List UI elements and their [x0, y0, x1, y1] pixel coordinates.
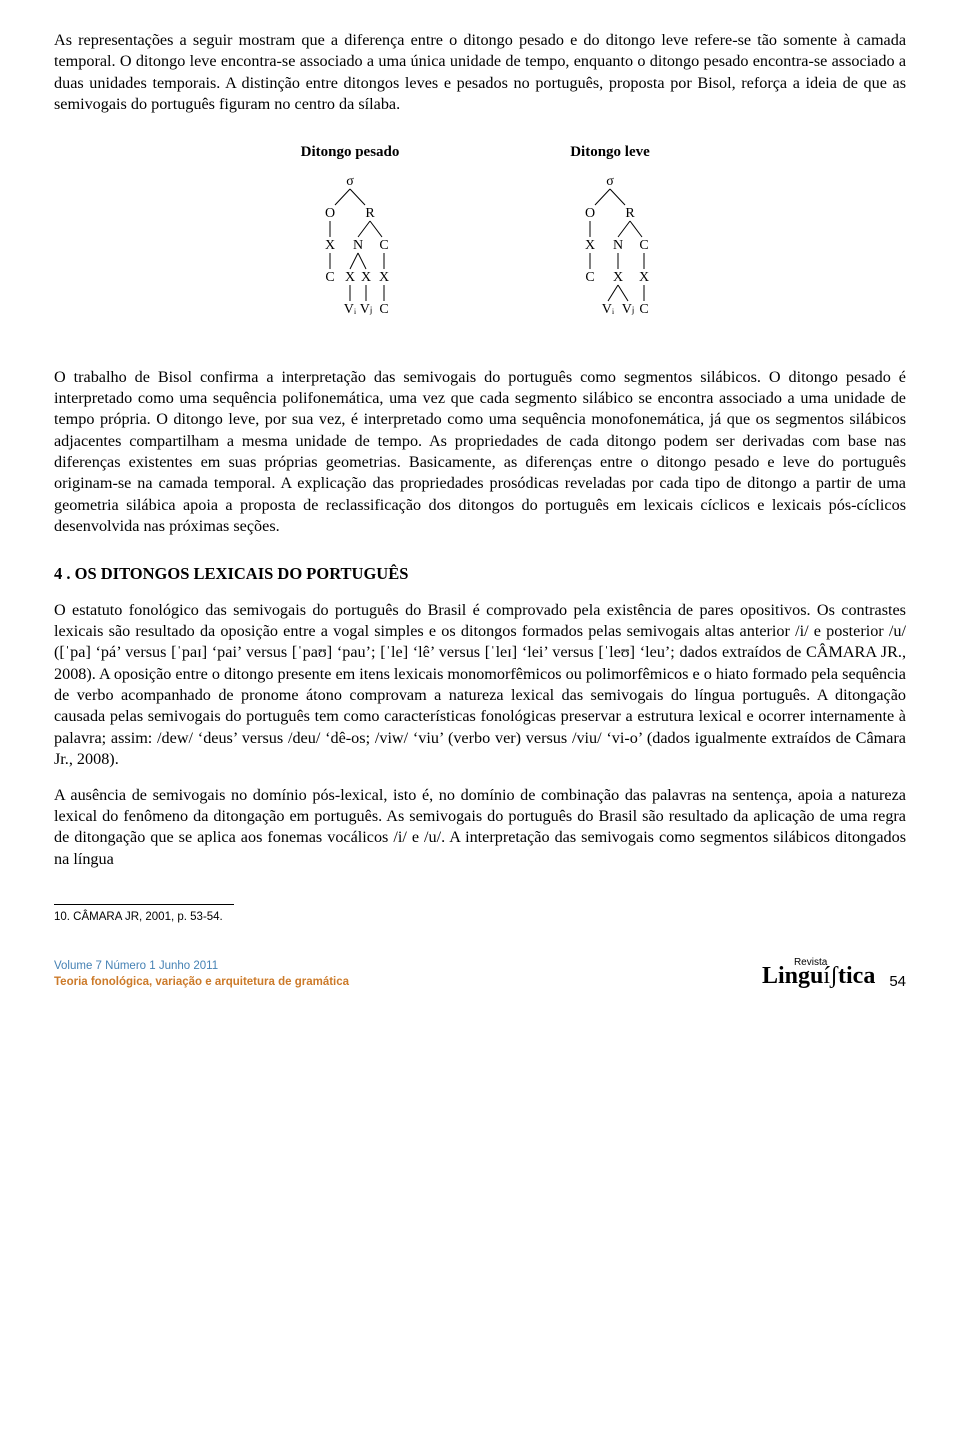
diagram-pesado-title: Ditongo pesado: [301, 144, 400, 161]
node-Vi: Vᵢ: [344, 302, 357, 317]
footnote-separator: [54, 904, 234, 905]
node-Vi: Vᵢ: [602, 302, 615, 317]
node-C3: C: [639, 302, 648, 317]
node-X2: X: [345, 270, 355, 285]
footer-left: Volume 7 Número 1 Junho 2011 Teoria fono…: [54, 959, 349, 990]
page-footer: Volume 7 Número 1 Junho 2011 Teoria fono…: [0, 959, 960, 1010]
paragraph-4: A ausência de semivogais no domínio pós-…: [54, 785, 906, 871]
diagram-leve-svg: σ O R X N C C: [540, 171, 680, 331]
diagram-leve: Ditongo leve σ O R X N C: [540, 144, 680, 331]
node-X1: X: [325, 238, 335, 253]
node-R: R: [625, 206, 635, 221]
node-X3: X: [639, 270, 649, 285]
diagram-row: Ditongo pesado σ O R X N C: [54, 144, 906, 331]
node-N: N: [613, 238, 623, 253]
node-X3: X: [361, 270, 371, 285]
page-number: 54: [889, 973, 906, 990]
footer-volume: Volume 7 Número 1 Junho 2011: [54, 959, 349, 975]
page-body: As representações a seguir mostram que a…: [0, 0, 960, 959]
node-C3: C: [379, 302, 388, 317]
node-C2: C: [325, 270, 334, 285]
node-X4: X: [379, 270, 389, 285]
node-sigma: σ: [606, 174, 614, 189]
node-sigma: σ: [346, 174, 354, 189]
node-R: R: [365, 206, 375, 221]
diagram-pesado-svg: σ O R X N C: [280, 171, 420, 331]
node-C2: C: [585, 270, 594, 285]
paragraph-3: O estatuto fonológico das semivogais do …: [54, 600, 906, 771]
node-Vj: Vⱼ: [360, 302, 373, 317]
node-N: N: [353, 238, 363, 253]
journal-revista: Revista: [794, 957, 827, 968]
node-C1: C: [639, 238, 648, 253]
journal-part3: tica: [838, 963, 875, 989]
diagram-leve-title: Ditongo leve: [570, 144, 650, 161]
footnote-10: 10. CÂMARA JR, 2001, p. 53-54.: [54, 911, 906, 923]
node-O: O: [585, 206, 595, 221]
node-C1: C: [379, 238, 388, 253]
footer-right: Revista Linguíʃtica 54: [762, 963, 906, 990]
node-X2: X: [613, 270, 623, 285]
section-heading: 4 . OS DITONGOS LEXICAIS DO PORTUGUÊS: [54, 564, 906, 584]
node-Vj: Vⱼ: [622, 302, 635, 317]
journal-logo: Revista Linguíʃtica: [762, 963, 875, 990]
paragraph-1: As representações a seguir mostram que a…: [54, 30, 906, 116]
footer-subtitle: Teoria fonológica, variação e arquitetur…: [54, 975, 349, 991]
node-X1: X: [585, 238, 595, 253]
paragraph-2: O trabalho de Bisol confirma a interpret…: [54, 367, 906, 538]
diagram-pesado: Ditongo pesado σ O R X N C: [280, 144, 420, 331]
node-O: O: [325, 206, 335, 221]
